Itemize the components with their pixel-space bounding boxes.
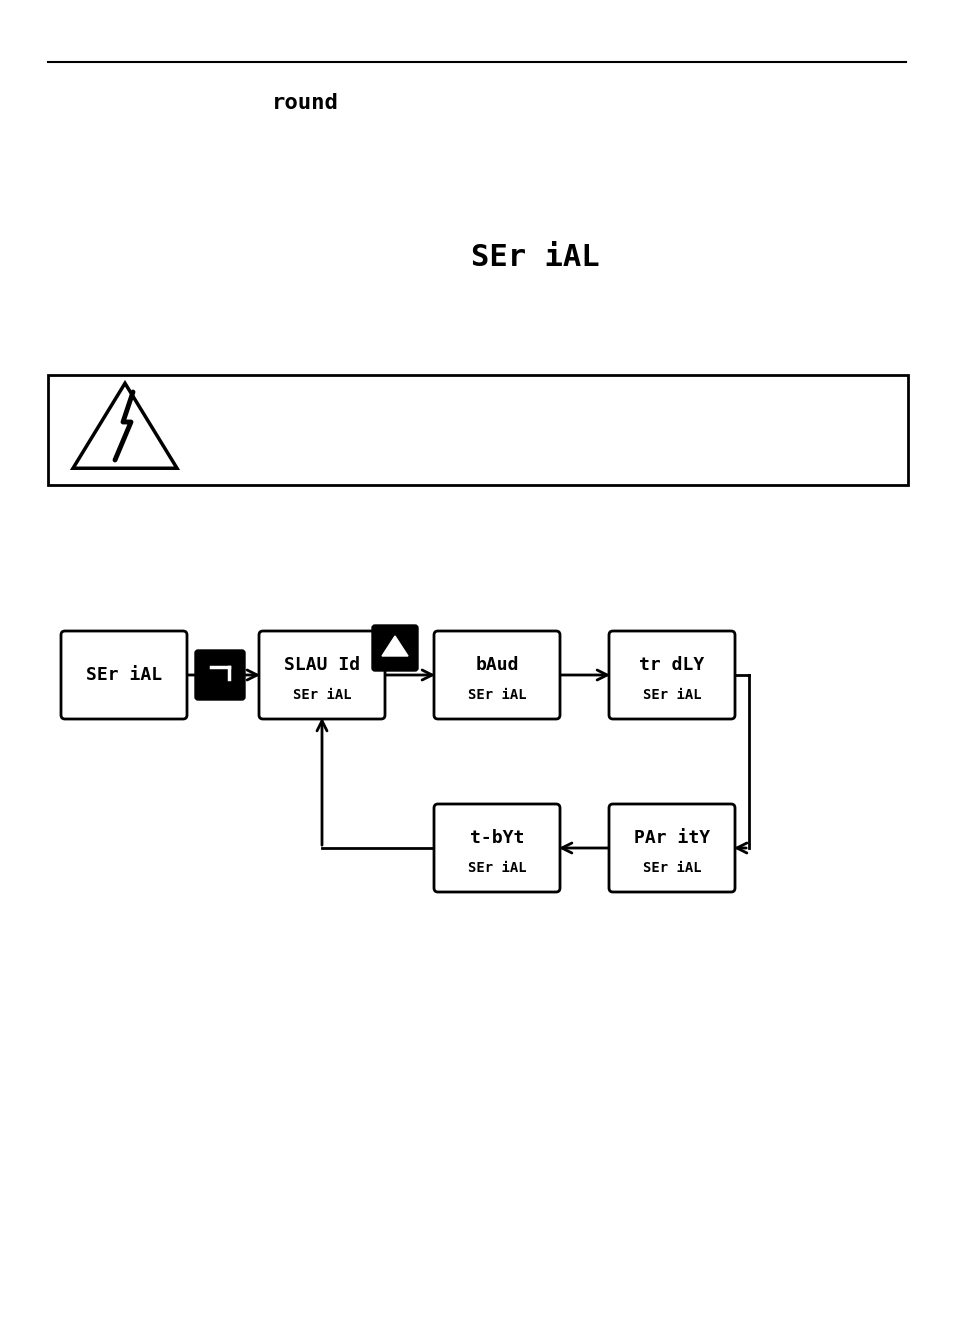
- FancyBboxPatch shape: [434, 631, 559, 719]
- Text: SEr iAL: SEr iAL: [470, 243, 598, 273]
- FancyBboxPatch shape: [608, 631, 734, 719]
- Text: bAud: bAud: [475, 656, 518, 675]
- FancyBboxPatch shape: [372, 625, 417, 671]
- Text: SEr iAL: SEr iAL: [293, 688, 351, 701]
- FancyBboxPatch shape: [258, 631, 385, 719]
- FancyBboxPatch shape: [61, 631, 187, 719]
- Text: PAr itY: PAr itY: [634, 830, 709, 847]
- Text: SEr iAL: SEr iAL: [86, 667, 162, 684]
- Text: tr dLY: tr dLY: [639, 656, 704, 675]
- FancyBboxPatch shape: [608, 804, 734, 892]
- Text: SEr iAL: SEr iAL: [467, 688, 526, 701]
- Polygon shape: [73, 383, 177, 468]
- Text: round: round: [272, 94, 338, 114]
- Text: SLAU Id: SLAU Id: [284, 656, 359, 675]
- Text: SEr iAL: SEr iAL: [467, 860, 526, 875]
- Text: SEr iAL: SEr iAL: [642, 860, 700, 875]
- Text: t-bYt: t-bYt: [469, 830, 523, 847]
- Polygon shape: [381, 636, 408, 656]
- FancyBboxPatch shape: [434, 804, 559, 892]
- Text: SEr iAL: SEr iAL: [642, 688, 700, 701]
- FancyBboxPatch shape: [194, 651, 245, 700]
- Bar: [48, 375, 907, 485]
